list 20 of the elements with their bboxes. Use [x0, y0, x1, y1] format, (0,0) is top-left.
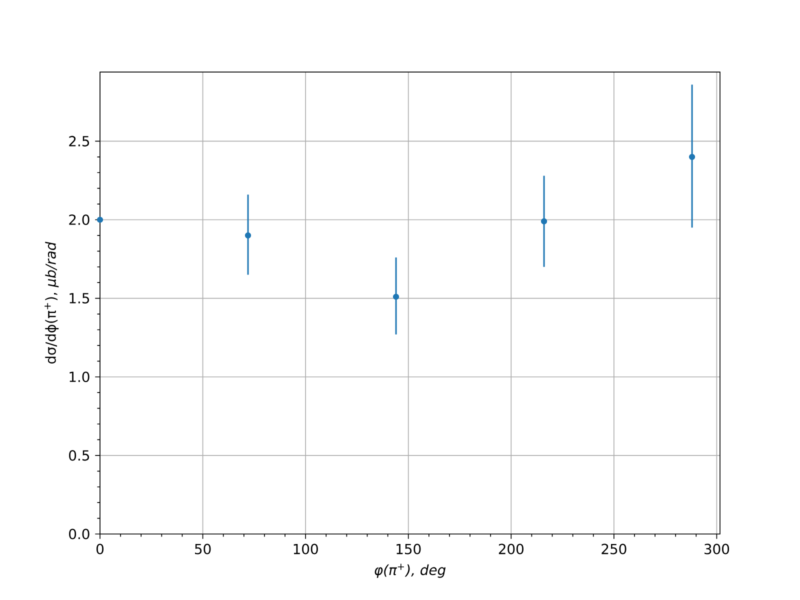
point	[540, 218, 548, 224]
y-tick-label: 0.0	[69, 528, 90, 540]
x-tick-label: 250	[602, 544, 626, 554]
x-tick-label: 150	[396, 544, 421, 554]
point	[96, 216, 104, 223]
y-tick-label: 1.0	[70, 372, 90, 382]
x-tick-label: 200	[498, 544, 524, 554]
y-tick-label: 0.5	[69, 450, 90, 461]
y-tick-label: 2.5	[69, 136, 90, 146]
x-tick-label: 300	[704, 544, 730, 554]
text: φ(π$^{+}$), deg	[374, 564, 446, 578]
x-tick-label: 100	[294, 544, 318, 554]
y-axis-title: dσ/dϕ(π$^{+}$), μb/rad	[44, 242, 59, 364]
x-tick-label: 50	[195, 544, 211, 554]
x-tick-label: 0	[96, 544, 104, 554]
y-tick-label: 2.0	[69, 214, 90, 226]
point	[244, 232, 252, 239]
point	[688, 154, 696, 160]
point	[392, 294, 400, 300]
y-tick-label: 1.5	[70, 293, 90, 304]
